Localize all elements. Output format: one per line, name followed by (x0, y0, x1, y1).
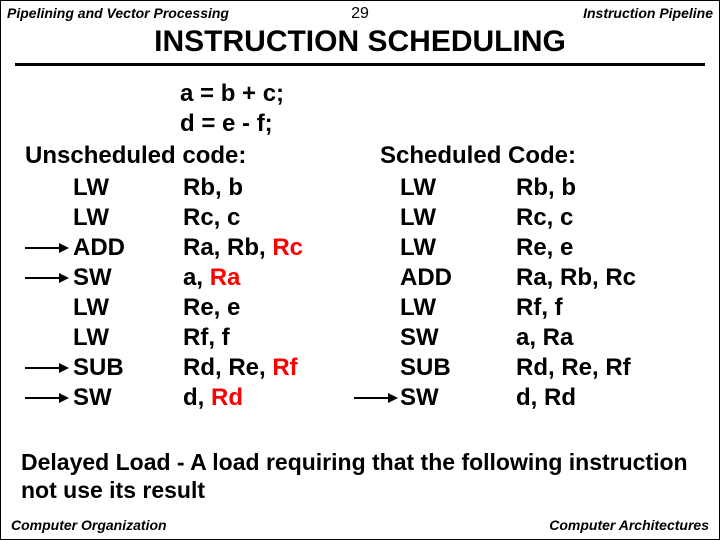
opcode: LW (400, 173, 516, 203)
arrow-slot (25, 361, 73, 375)
equations: a = b + c; d = e - f; (180, 79, 699, 139)
operands: Rc, c (183, 203, 370, 233)
code-row: LW Re, e (25, 293, 370, 323)
content-area: a = b + c; d = e - f; Unscheduled code: … (25, 79, 699, 413)
opcode: LW (400, 293, 516, 323)
operands: Rd, Re, Rf (183, 353, 370, 383)
opcode: LW (400, 233, 516, 263)
unscheduled-title: Unscheduled code: (25, 141, 370, 171)
operands: Re, e (516, 233, 699, 263)
code-row: LW Rb, b (370, 173, 699, 203)
opcode: LW (400, 203, 516, 233)
header-left: Pipelining and Vector Processing (7, 5, 229, 21)
opcode: SW (400, 323, 516, 353)
arrow-slot (25, 391, 73, 405)
operands: Rc, c (516, 203, 699, 233)
footer-right: Computer Architectures (549, 517, 709, 533)
code-row: SW a, Ra (25, 263, 370, 293)
dependency-arrow-icon (25, 271, 69, 285)
code-row: SW a, Ra (370, 323, 699, 353)
operands: a, Ra (516, 323, 699, 353)
arrow-slot (25, 271, 73, 285)
page-number: 29 (351, 5, 369, 23)
code-row: SUB Rd, Re, Rf (370, 353, 699, 383)
delayed-load-definition: Delayed Load - A load requiring that the… (21, 449, 699, 504)
operands: d, Rd (516, 383, 699, 413)
slide: Pipelining and Vector Processing 29 Inst… (0, 0, 720, 540)
opcode: LW (73, 323, 183, 353)
hazard-register: Rf (272, 354, 297, 381)
operands: Rb, b (516, 173, 699, 203)
operands: d, Rd (183, 383, 370, 413)
code-row: ADD Ra, Rb, Rc (25, 233, 370, 263)
hazard-register: Rd (211, 384, 243, 411)
dependency-arrow-icon (25, 241, 69, 255)
dependency-arrow-icon (25, 361, 69, 375)
operands: Re, e (183, 293, 370, 323)
opcode: LW (73, 293, 183, 323)
scheduled-title: Scheduled Code: (380, 141, 699, 171)
opcode: SW (73, 263, 183, 293)
code-row: SUB Rd, Re, Rf (25, 353, 370, 383)
code-row: LW Rb, b (25, 173, 370, 203)
title-rule (15, 63, 705, 66)
operands: Rf, f (516, 293, 699, 323)
code-row: SW d, Rd (370, 383, 699, 413)
code-row: LW Rf, f (25, 323, 370, 353)
code-row: LW Rc, c (25, 203, 370, 233)
scheduled-column: Scheduled Code: LW Rb, b LW Rc, c LW Re,… (370, 141, 699, 413)
operands: Rb, b (183, 173, 370, 203)
code-row: LW Re, e (370, 233, 699, 263)
operands: Rd, Re, Rf (516, 353, 699, 383)
hazard-register: Rc (272, 234, 303, 261)
code-row: SW d, Rd (25, 383, 370, 413)
opcode: SUB (400, 353, 516, 383)
unscheduled-column: Unscheduled code: LW Rb, b LW Rc, c ADD (25, 141, 370, 413)
code-row: LW Rc, c (370, 203, 699, 233)
equation-1: a = b + c; (180, 79, 699, 109)
equation-2: d = e - f; (180, 109, 699, 139)
arrow-slot (25, 241, 73, 255)
operands: Ra, Rb, Rc (516, 263, 699, 293)
header-right: Instruction Pipeline (583, 5, 713, 21)
operands: a, Ra (183, 263, 370, 293)
opcode: ADD (400, 263, 516, 293)
opcode: LW (73, 203, 183, 233)
operands: Ra, Rb, Rc (183, 233, 370, 263)
opcode: SUB (73, 353, 183, 383)
hazard-register: Ra (210, 264, 241, 291)
opcode: SW (400, 383, 516, 413)
code-columns: Unscheduled code: LW Rb, b LW Rc, c ADD (25, 141, 699, 413)
opcode: LW (73, 173, 183, 203)
operands: Rf, f (183, 323, 370, 353)
arrow-slot (354, 391, 400, 405)
code-row: LW Rf, f (370, 293, 699, 323)
dependency-arrow-icon (25, 391, 69, 405)
footer-left: Computer Organization (11, 517, 167, 533)
code-row: ADD Ra, Rb, Rc (370, 263, 699, 293)
slide-title: INSTRUCTION SCHEDULING (1, 25, 719, 59)
opcode: ADD (73, 233, 183, 263)
dependency-arrow-icon (354, 391, 398, 405)
opcode: SW (73, 383, 183, 413)
